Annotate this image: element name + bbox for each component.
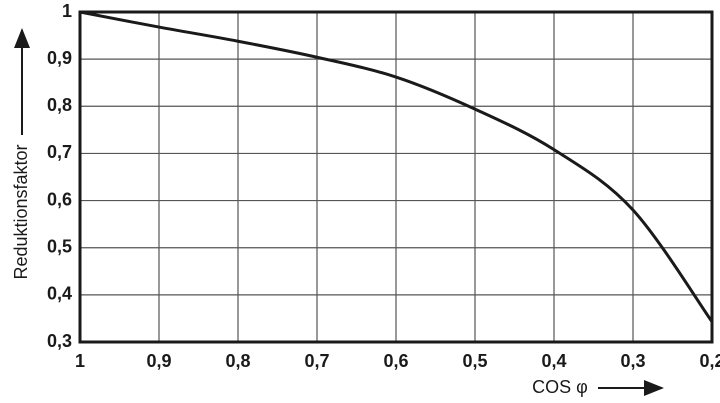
x-tick-label: 0,2 xyxy=(699,351,720,371)
y-tick-label: 0,7 xyxy=(47,142,72,162)
y-tick-label: 1 xyxy=(62,1,72,21)
x-tick-label: 0,7 xyxy=(304,351,329,371)
x-tick-label: 1 xyxy=(75,351,85,371)
x-tick-label: 0,9 xyxy=(146,351,171,371)
y-tick-label: 0,5 xyxy=(47,236,72,256)
y-axis-label: Reduktionsfaktor xyxy=(11,144,31,279)
y-tick-label: 0,6 xyxy=(47,189,72,209)
y-tick-label: 0,8 xyxy=(47,95,72,115)
x-tick-label: 0,6 xyxy=(383,351,408,371)
y-tick-label: 0,3 xyxy=(47,331,72,351)
x-axis-label: COS φ xyxy=(532,377,588,397)
y-tick-label: 0,9 xyxy=(47,48,72,68)
x-tick-label: 0,8 xyxy=(225,351,250,371)
plot-frame xyxy=(78,10,714,344)
x-tick-label: 0,4 xyxy=(541,351,566,371)
x-tick-label: 0,5 xyxy=(462,351,487,371)
curve xyxy=(79,10,714,323)
x-tick-label: 0,3 xyxy=(620,351,645,371)
y-tick-label: 0,4 xyxy=(47,284,72,304)
